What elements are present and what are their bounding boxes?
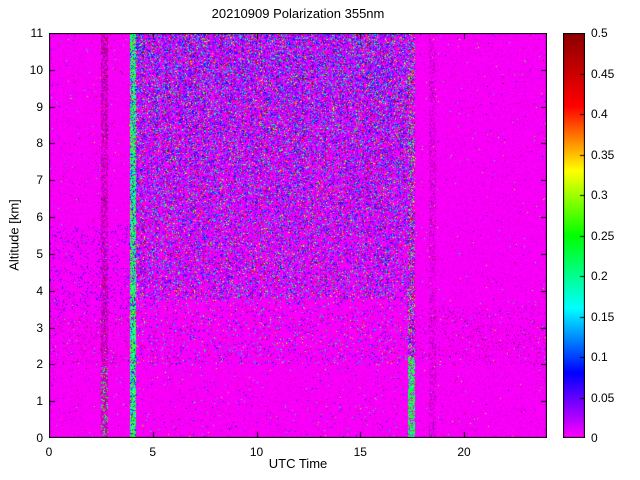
x-tick-label: 5 bbox=[149, 445, 157, 459]
colorbar-tick-label: 0.5 bbox=[591, 26, 608, 40]
y-tick-label: 2 bbox=[36, 357, 43, 372]
colorbar bbox=[563, 33, 585, 438]
colorbar-tick-label: 0.15 bbox=[591, 309, 615, 324]
x-axis-label: UTC Time bbox=[268, 456, 328, 471]
colorbar-tick-label: 0.1 bbox=[591, 350, 608, 364]
colorbar-tick-label: 0.3 bbox=[591, 188, 608, 202]
heatmap-plot bbox=[49, 33, 547, 438]
x-tick-label: 15 bbox=[353, 445, 367, 459]
y-tick-label: 1 bbox=[36, 394, 43, 409]
y-axis-label: Altitude [km] bbox=[6, 199, 22, 271]
y-tick-label: 4 bbox=[36, 283, 43, 298]
y-tick-label: 10 bbox=[29, 62, 43, 77]
colorbar-tick-label: 0.35 bbox=[591, 147, 615, 162]
y-tick-label: 8 bbox=[36, 136, 43, 151]
y-tick-label: 9 bbox=[36, 99, 43, 114]
colorbar-tick-label: 0 bbox=[591, 431, 598, 445]
x-tick-label: 10 bbox=[249, 445, 264, 459]
y-tick-label: 6 bbox=[36, 210, 43, 225]
colorbar-tick-label: 0.4 bbox=[591, 107, 608, 121]
colorbar-tick-label: 0.45 bbox=[591, 66, 615, 81]
y-tick-label: 7 bbox=[36, 173, 43, 188]
y-tick-label: 11 bbox=[30, 26, 43, 40]
y-tick-label: 0 bbox=[36, 431, 43, 445]
y-tick-label: 3 bbox=[36, 320, 43, 335]
colorbar-tick-label: 0.2 bbox=[591, 269, 608, 283]
y-tick-label: 5 bbox=[36, 246, 43, 261]
colorbar-tick-label: 0.25 bbox=[591, 228, 615, 243]
x-tick-label: 0 bbox=[45, 445, 53, 459]
x-tick-label: 20 bbox=[457, 445, 471, 459]
chart-title: 20210909 Polarization 355nm bbox=[211, 6, 385, 21]
colorbar-tick-label: 0.05 bbox=[591, 390, 615, 405]
